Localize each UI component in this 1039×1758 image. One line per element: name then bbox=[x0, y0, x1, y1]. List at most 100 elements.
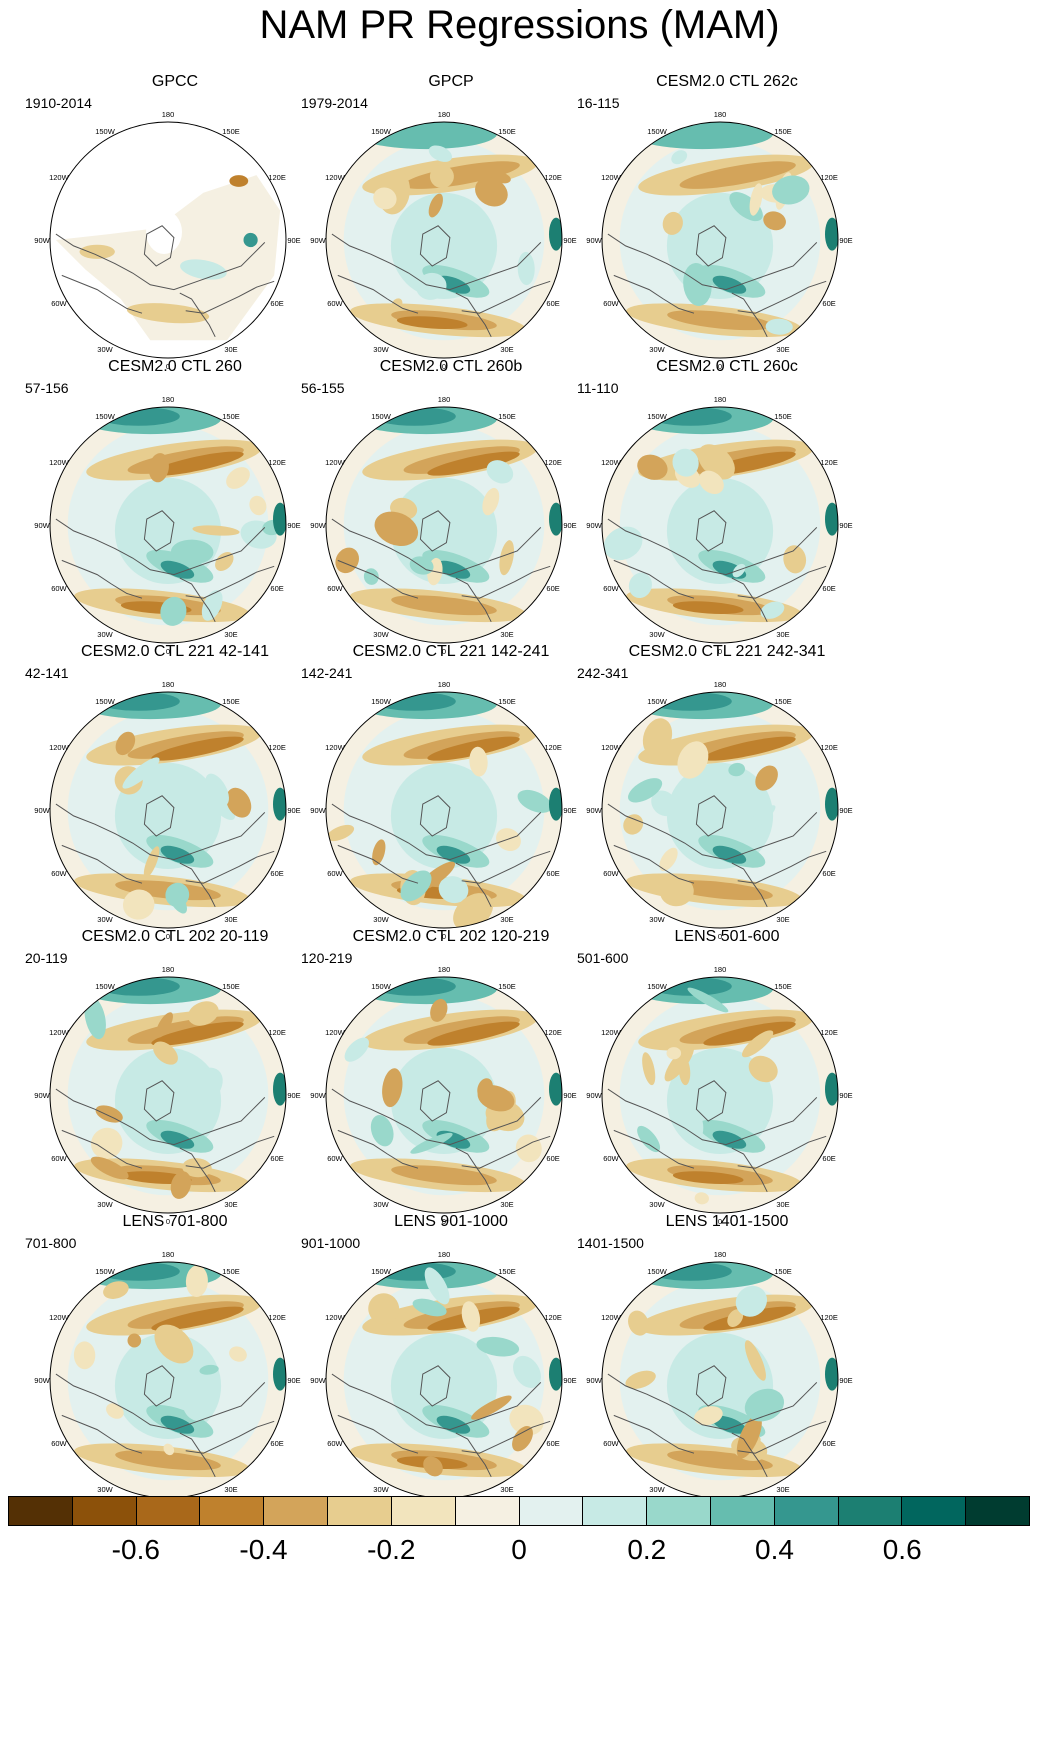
longitude-label: 30W bbox=[97, 630, 113, 639]
coastline bbox=[61, 1129, 143, 1169]
map-panel: LENS 701-800 180 150E 120E 90E 60E 30E 0 30W 60W 9… bbox=[25, 1213, 325, 1533]
longitude-label: 150E bbox=[774, 412, 792, 421]
longitude-label: 150E bbox=[222, 127, 240, 136]
anomaly-contour bbox=[410, 1132, 453, 1154]
anomaly-contour bbox=[160, 1415, 195, 1434]
longitude-label: 120E bbox=[544, 743, 562, 752]
coastline bbox=[607, 803, 818, 861]
coastline bbox=[55, 1088, 266, 1146]
anomaly-contour bbox=[79, 244, 115, 259]
colorbar-swatch bbox=[9, 1497, 73, 1525]
longitude-label: 120W bbox=[325, 173, 346, 182]
longitude-label: 150W bbox=[371, 127, 392, 136]
anomaly-contour bbox=[114, 762, 222, 869]
anomaly-contour bbox=[667, 1450, 773, 1471]
longitude-label: 150E bbox=[498, 982, 516, 991]
map-panel: CESM2.0 CTL 221 242-341 180 150E 120E 90E 60E… bbox=[577, 643, 877, 963]
longitude-label: 60W bbox=[603, 299, 619, 308]
anomaly-contour bbox=[103, 1281, 129, 1299]
anomaly-contour bbox=[229, 1346, 247, 1362]
polar-map: 180 150E 120E 90E 60E 30E 0 30W 60W 90W 120W 150W bbox=[34, 965, 300, 1226]
coastline bbox=[179, 1432, 216, 1478]
map-border bbox=[325, 691, 563, 929]
anomaly-contour bbox=[183, 1399, 205, 1421]
panel-title: CESM2.0 CTL 260c bbox=[656, 358, 798, 375]
anomaly-contour bbox=[382, 1068, 403, 1108]
longitude-label: 60E bbox=[822, 584, 835, 593]
coastline bbox=[337, 274, 419, 314]
map-border bbox=[601, 406, 839, 644]
longitude-label: 180 bbox=[162, 965, 175, 974]
greenland-outline bbox=[143, 795, 175, 837]
longitude-label: 60E bbox=[546, 1439, 559, 1448]
anomaly-contour bbox=[390, 1332, 498, 1439]
anomaly-contour bbox=[374, 511, 419, 547]
longitude-label: 90W bbox=[310, 1376, 326, 1385]
map-panel: CESM2.0 CTL 260b 180 150E 120E 90E 60E 30E 0 30W… bbox=[301, 358, 601, 678]
anomaly-contour bbox=[712, 1130, 747, 1149]
coastlines bbox=[55, 1365, 275, 1478]
longitude-label: 30E bbox=[500, 345, 513, 354]
anomaly-contour bbox=[273, 502, 286, 536]
longitude-label: 150W bbox=[647, 412, 668, 421]
longitude-label: 180 bbox=[714, 110, 727, 119]
land-data-area bbox=[55, 175, 281, 341]
colorbar-swatch bbox=[710, 1497, 775, 1525]
longitude-label: 30E bbox=[500, 630, 513, 639]
longitude-label: 60W bbox=[603, 584, 619, 593]
period-label: 242-341 bbox=[577, 665, 629, 681]
coastline bbox=[607, 1373, 818, 1431]
precipitation-field bbox=[326, 122, 562, 358]
anomaly-contour bbox=[825, 787, 838, 821]
anomaly-contour bbox=[428, 145, 453, 162]
period-label: 56-155 bbox=[301, 380, 345, 396]
longitude-label: 30E bbox=[500, 1200, 513, 1209]
coastline bbox=[55, 803, 266, 861]
longitude-label: 150E bbox=[774, 982, 792, 991]
longitude-label: 90W bbox=[310, 521, 326, 530]
anomaly-contour bbox=[423, 1456, 443, 1477]
anomaly-contour bbox=[741, 1030, 774, 1058]
anomaly-contour bbox=[170, 1171, 192, 1199]
coastline bbox=[731, 577, 768, 623]
greenland-outline bbox=[143, 225, 175, 267]
polar-map: 180 150E 120E 90E 60E 30E 0 30W 60W 90W 120W 150W bbox=[34, 395, 300, 656]
anomaly-contour bbox=[215, 552, 234, 571]
anomaly-contour bbox=[436, 560, 471, 579]
anomaly-contour bbox=[126, 303, 210, 324]
anomaly-contour bbox=[192, 525, 240, 536]
longitude-label: 90W bbox=[310, 806, 326, 815]
longitude-label: 120E bbox=[268, 173, 286, 182]
colorbar-swatch bbox=[200, 1497, 265, 1525]
longitude-label: 30W bbox=[97, 1200, 113, 1209]
anomaly-contour bbox=[679, 161, 796, 189]
longitude-label: 180 bbox=[162, 395, 175, 404]
longitude-label: 90W bbox=[34, 236, 50, 245]
greenland-outline bbox=[419, 1365, 451, 1407]
longitude-label: 180 bbox=[714, 965, 727, 974]
longitude-label: 30W bbox=[649, 630, 665, 639]
map-border bbox=[325, 406, 563, 644]
anomaly-contour bbox=[672, 1171, 744, 1184]
precipitation-field bbox=[50, 692, 286, 928]
longitude-label: 150W bbox=[371, 697, 392, 706]
panel-title: CESM2.0 CTL 202 20-119 bbox=[81, 928, 269, 945]
longitude-label: 60W bbox=[327, 584, 343, 593]
greenland-outline bbox=[695, 225, 727, 267]
coastline bbox=[731, 292, 768, 338]
longitude-label: 120E bbox=[268, 458, 286, 467]
anomaly-contour bbox=[549, 502, 562, 536]
anomaly-contour bbox=[372, 839, 386, 866]
anomaly-contour bbox=[427, 451, 520, 476]
longitude-label: 30W bbox=[97, 1485, 113, 1494]
anomaly-contour bbox=[114, 1047, 222, 1154]
longitude-label: 150E bbox=[774, 697, 792, 706]
map-panel: CESM2.0 CTL 202 20-119 180 150E 120E 90E 60E 3… bbox=[25, 928, 325, 1248]
polar-map: 180 150E 120E 90E 60E 30E 0 30W 60W 90W 120W 150W bbox=[34, 110, 300, 371]
longitude-label: 60E bbox=[546, 299, 559, 308]
period-label: 1910-2014 bbox=[25, 95, 92, 111]
colorbar-tick-label: 0.6 bbox=[882, 1534, 922, 1565]
precipitation-field bbox=[602, 977, 838, 1213]
coastline bbox=[331, 803, 542, 861]
anomaly-contour bbox=[185, 1265, 208, 1297]
